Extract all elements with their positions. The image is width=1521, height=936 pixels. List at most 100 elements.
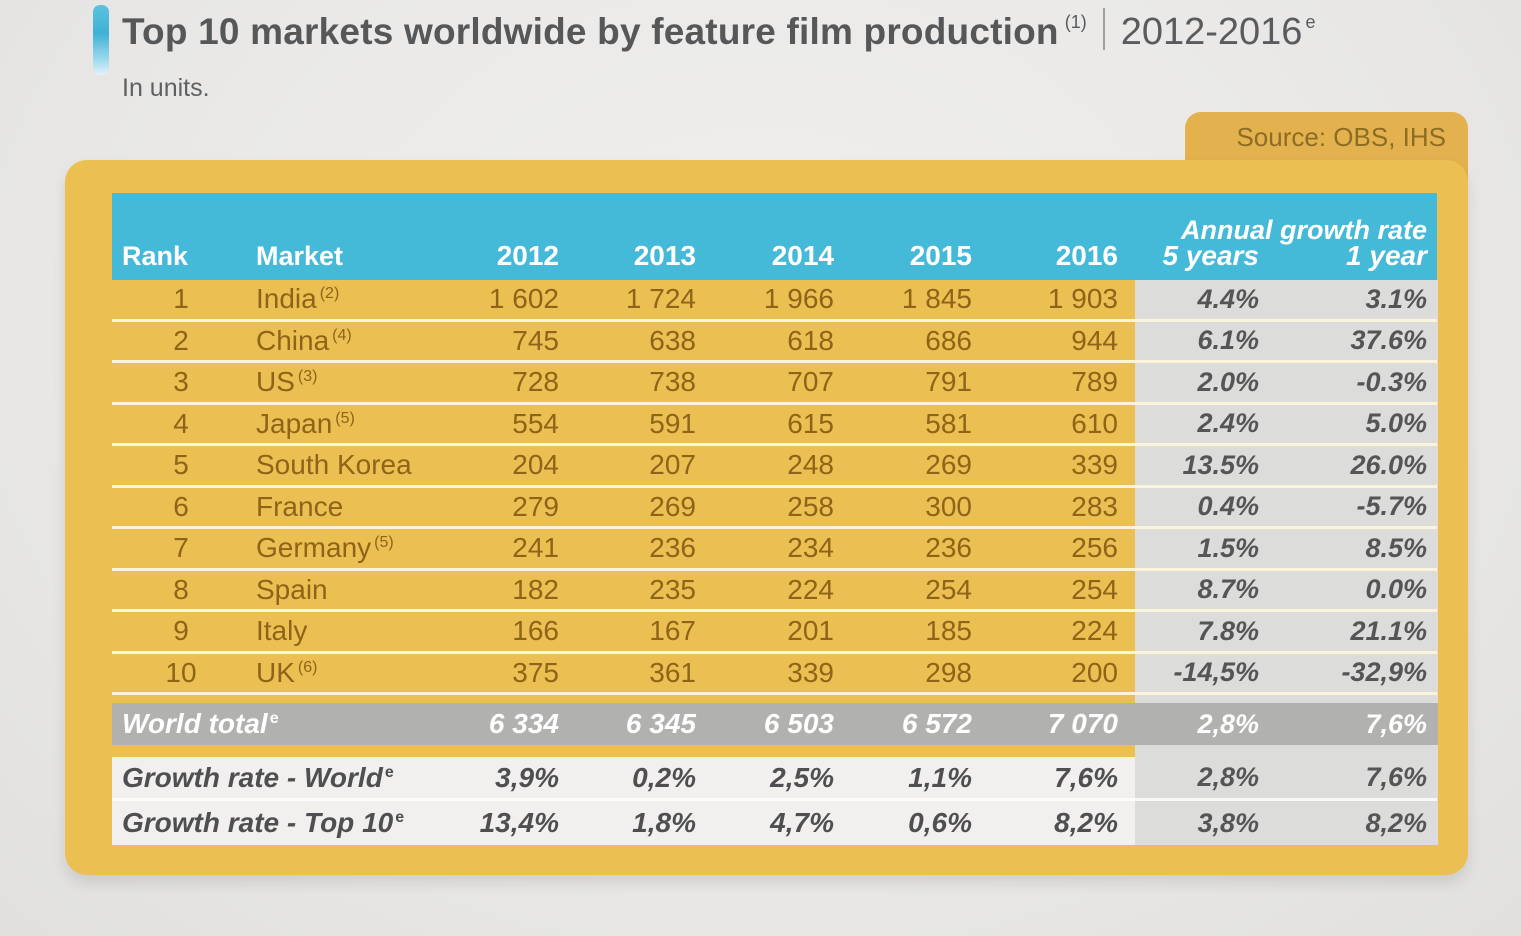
value-2013-cell: 361 [649, 656, 696, 688]
header-2012: 2012 [496, 240, 559, 271]
header-market: Market [256, 241, 344, 272]
value-2016-cell: 1 903 [1047, 283, 1118, 315]
growth-2014-cell: 4,7% [770, 807, 834, 838]
growth-5y-cell: 8.7% [1197, 574, 1259, 605]
rank-cell: 4 [173, 407, 189, 439]
growth-1y-cell: 8.5% [1365, 532, 1427, 563]
market-name: US [256, 366, 295, 398]
value-2014-cell: 615 [787, 407, 834, 439]
market-cell: France [250, 491, 468, 523]
title-accent-bar [93, 5, 109, 75]
header-rank: Rank [122, 241, 189, 272]
header-1-year: 1 year [1346, 240, 1427, 272]
value-2012-cell: 204 [512, 449, 559, 481]
world-total-2013: 6 345 [625, 708, 696, 739]
value-2012-cell: 1 602 [488, 283, 559, 315]
source-label: Source: OBS, IHS [1236, 122, 1446, 152]
world-total-growth-5y: 2,8% [1197, 708, 1259, 739]
market-footnote-superscript: (4) [332, 326, 352, 344]
value-2015-cell: 236 [925, 532, 972, 564]
value-2013-cell: 269 [649, 490, 696, 522]
market-cell: India (2) [250, 283, 468, 315]
value-2013-cell: 1 724 [625, 283, 696, 315]
value-2014-cell: 707 [787, 366, 834, 398]
market-name: Germany [256, 532, 372, 564]
growth-5y-cell: 2.0% [1197, 366, 1259, 397]
growth-rows-band [112, 757, 1135, 845]
market-cell: South Korea [250, 449, 468, 481]
title-divider [1102, 8, 1105, 50]
growth-rate-label-text: Growth rate - World [122, 761, 383, 793]
value-2015-cell: 1 845 [901, 283, 972, 315]
market-cell: Italy [250, 615, 468, 647]
value-2015-cell: 581 [925, 407, 972, 439]
value-2014-cell: 224 [787, 573, 834, 605]
growth-1y-cell: 3.1% [1365, 283, 1427, 314]
value-2016-cell: 944 [1071, 324, 1118, 356]
world-total-growth-1y: 7,6% [1365, 708, 1427, 739]
rank-cell: 7 [173, 532, 189, 564]
growth-5y-cell: 2,8% [1197, 762, 1259, 792]
growth-5y-cell: 4.4% [1197, 283, 1259, 314]
growth-5y-cell: 0.4% [1197, 491, 1259, 522]
market-cell: UK (6) [250, 657, 468, 689]
market-cell: Germany (5) [250, 532, 468, 564]
world-total-band [112, 703, 1438, 745]
value-2013-cell: 236 [649, 532, 696, 564]
value-2013-cell: 591 [649, 407, 696, 439]
value-2012-cell: 745 [512, 324, 559, 356]
units-subtitle: In units. [122, 74, 210, 102]
market-name: Japan [256, 407, 333, 439]
header-annual-growth-rate: Annual growth rate [1180, 215, 1427, 245]
market-name: China [256, 324, 330, 356]
table-row: 7 Germany (5) 241 236 234 236 256 1.5% 8.… [112, 529, 1437, 571]
value-2016-cell: 224 [1071, 615, 1118, 647]
header-2014: 2014 [771, 240, 834, 271]
value-2013-cell: 235 [649, 573, 696, 605]
market-cell: Spain [250, 574, 468, 606]
rank-cell: 1 [173, 283, 189, 315]
value-2013-cell: 207 [649, 449, 696, 481]
table-row: 10 UK (6) 375 361 339 298 200 -14,5% -32,… [112, 654, 1437, 695]
growth-rate-label-text: Growth rate - Top 10 [122, 807, 394, 838]
market-cell: China (4) [250, 325, 468, 357]
value-2014-cell: 234 [787, 532, 834, 564]
value-2013-cell: 638 [649, 324, 696, 356]
market-name: South Korea [256, 449, 412, 481]
rank-cell: 3 [173, 366, 189, 398]
world-total-label-text: World total [122, 708, 268, 739]
value-2014-cell: 248 [787, 449, 834, 481]
growth-2013-cell: 1,8% [632, 807, 696, 838]
growth-5y-cell: -14,5% [1173, 657, 1259, 688]
growth-rate-row: Growth rate - Top 10 e 13,4% 1,8% 4,7% 0,… [112, 801, 1437, 845]
market-name: Spain [256, 573, 328, 605]
title-period-superscript: e [1305, 12, 1316, 32]
growth-rate-row: Growth rate - World e 3,9% 0,2% 2,5% 1,1%… [112, 757, 1437, 801]
growth-2014-cell: 2,5% [770, 761, 834, 793]
header-2016: 2016 [1055, 240, 1118, 271]
growth-1y-cell: 7,6% [1365, 762, 1427, 792]
table-row: 1 India (2) 1 602 1 724 1 966 1 845 1 903… [112, 280, 1437, 322]
value-2012-cell: 554 [512, 407, 559, 439]
growth-5y-cell: 13.5% [1182, 449, 1259, 480]
value-2014-cell: 339 [787, 656, 834, 688]
header-2015: 2015 [909, 240, 972, 271]
growth-5y-cell: 2.4% [1197, 408, 1259, 439]
world-total-label: World total e [112, 708, 468, 740]
market-cell: Japan (5) [250, 408, 468, 440]
growth-rate-superscript: e [395, 809, 405, 826]
table-row: 9 Italy 166 167 201 185 224 7.8% 21.1% [112, 612, 1437, 654]
header-5-years: 5 years [1162, 240, 1259, 272]
growth-rate-label: Growth rate - World e [112, 762, 468, 794]
value-2015-cell: 300 [925, 490, 972, 522]
rank-cell: 6 [173, 490, 189, 522]
market-name: India [256, 283, 317, 315]
value-2016-cell: 254 [1071, 573, 1118, 605]
value-2015-cell: 185 [925, 615, 972, 647]
growth-columns-band [1135, 280, 1438, 845]
rank-cell: 5 [173, 449, 189, 481]
value-2014-cell: 618 [787, 324, 834, 356]
table-body: 1 India (2) 1 602 1 724 1 966 1 845 1 903… [112, 280, 1437, 695]
value-2014-cell: 258 [787, 490, 834, 522]
